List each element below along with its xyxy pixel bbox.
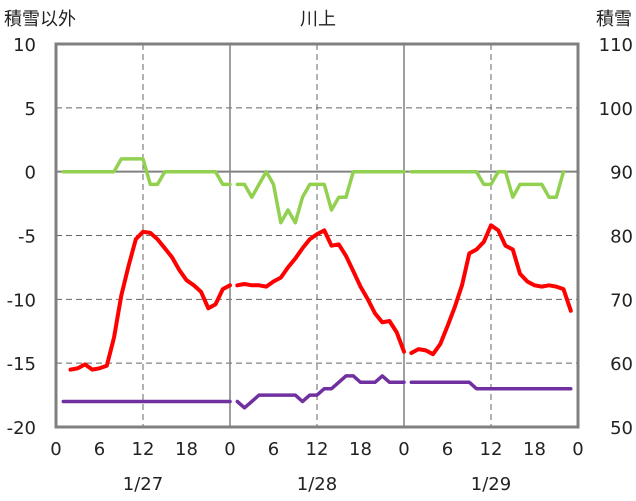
right-y-tick-label: 60 (610, 354, 633, 375)
x-tick-label: 12 (132, 439, 155, 460)
x-tick-label: 0 (398, 439, 409, 460)
x-tick-label: 12 (306, 439, 329, 460)
left-axis-label: 積雪以外 (4, 9, 76, 30)
x-tick-label: 0 (572, 439, 583, 460)
series-line-1-day-3 (409, 223, 573, 357)
right-y-tick-label: 80 (610, 227, 633, 248)
series-line-1-day-2 (235, 228, 406, 354)
series-line-2-day-3 (409, 169, 566, 199)
left-y-tick-label: 0 (25, 163, 36, 184)
right-y-tick-label: 70 (610, 290, 633, 311)
left-y-tick-label: -15 (7, 354, 36, 375)
series-line-1-day-1 (68, 229, 232, 372)
x-tick-label: 12 (480, 439, 503, 460)
x-tick-label: 0 (50, 439, 61, 460)
x-tick-label: 6 (268, 439, 279, 460)
right-y-tick-label: 50 (610, 418, 633, 439)
series-line-2-day-2 (235, 169, 406, 225)
series-line-2-day-1 (61, 157, 232, 187)
series-lines (61, 157, 573, 410)
x-tick-label: 18 (349, 439, 372, 460)
left-y-tick-label: 5 (25, 99, 36, 120)
plot-frame (54, 42, 580, 429)
series-line-3-day-3 (409, 380, 573, 391)
plot-border (54, 42, 580, 429)
x-tick-label: 6 (442, 439, 453, 460)
chart-title: 川上 (300, 9, 336, 30)
x-tick-label: 0 (224, 439, 235, 460)
date-label: 1/28 (297, 474, 337, 495)
left-y-tick-label: -10 (7, 290, 36, 311)
left-y-tick-label: 10 (13, 35, 36, 56)
left-y-tick-label: -20 (7, 418, 36, 439)
x-tick-label: 18 (523, 439, 546, 460)
date-label: 1/27 (123, 474, 163, 495)
x-tick-label: 18 (175, 439, 198, 460)
right-y-tick-label: 100 (599, 99, 633, 120)
right-y-tick-label: 90 (610, 163, 633, 184)
x-tick-label: 6 (94, 439, 105, 460)
left-y-tick-label: -5 (18, 227, 36, 248)
right-axis-label: 積雪 (596, 9, 632, 30)
date-label: 1/29 (471, 474, 511, 495)
right-y-tick-label: 110 (599, 35, 633, 56)
series-line-3-day-2 (235, 374, 406, 410)
grid (56, 44, 578, 427)
